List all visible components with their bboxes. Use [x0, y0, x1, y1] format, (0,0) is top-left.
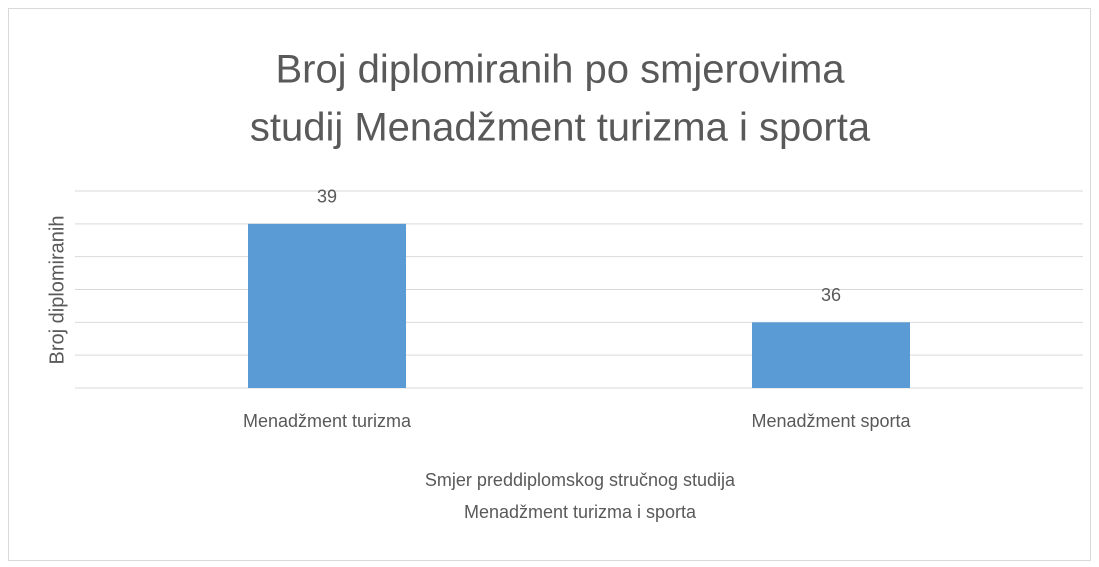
bar	[752, 322, 910, 388]
x-tick-label: Menadžment turizma	[243, 411, 412, 431]
y-axis-label: Broj diplomiranih	[46, 216, 68, 365]
chart-title: studij Menadžment turizma i sporta	[250, 106, 871, 150]
bar	[248, 223, 406, 388]
x-axis-label: Menadžment turizma i sporta	[464, 502, 697, 522]
x-axis-label: Smjer preddiplomskog stručnog studija	[425, 470, 736, 490]
data-label: 36	[821, 285, 841, 305]
x-tick-label: Menadžment sporta	[751, 411, 911, 431]
chart-title: Broj diplomiranih po smjerovima	[275, 48, 845, 92]
chart-border	[8, 8, 1091, 561]
data-label: 39	[317, 187, 337, 207]
